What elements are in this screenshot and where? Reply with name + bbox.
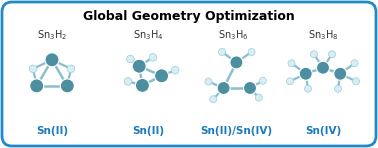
FancyBboxPatch shape [2, 2, 376, 146]
Text: Sn(II)/Sn(IV): Sn(II)/Sn(IV) [200, 126, 272, 136]
Text: Sn(IV): Sn(IV) [305, 126, 341, 136]
Circle shape [259, 77, 266, 84]
Circle shape [316, 61, 330, 74]
Circle shape [149, 54, 156, 61]
Circle shape [67, 65, 75, 73]
Circle shape [210, 96, 217, 103]
Text: Global Geometry Optimization: Global Geometry Optimization [83, 10, 295, 23]
Circle shape [243, 82, 257, 95]
Text: Sn(II): Sn(II) [36, 126, 68, 136]
Circle shape [155, 69, 169, 83]
Circle shape [299, 67, 312, 80]
Text: Sn$_3$H$_8$: Sn$_3$H$_8$ [308, 28, 338, 42]
Circle shape [334, 67, 347, 80]
Circle shape [255, 94, 262, 101]
Circle shape [205, 78, 212, 85]
Circle shape [132, 59, 146, 73]
Circle shape [218, 49, 226, 56]
Circle shape [124, 78, 132, 85]
Circle shape [328, 51, 336, 58]
Text: Sn(II): Sn(II) [132, 126, 164, 136]
Circle shape [248, 49, 255, 56]
Circle shape [310, 51, 318, 58]
Circle shape [335, 85, 341, 92]
Circle shape [230, 56, 243, 69]
Text: Sn$_3$H$_4$: Sn$_3$H$_4$ [133, 28, 163, 42]
Circle shape [305, 85, 311, 92]
Circle shape [287, 78, 293, 85]
Circle shape [29, 65, 37, 73]
Circle shape [217, 82, 230, 95]
Circle shape [30, 79, 44, 93]
Text: Sn$_3$H$_2$: Sn$_3$H$_2$ [37, 28, 67, 42]
Text: Sn$_3$H$_6$: Sn$_3$H$_6$ [218, 28, 248, 42]
Circle shape [288, 60, 295, 67]
Circle shape [45, 53, 59, 67]
Circle shape [135, 78, 149, 92]
Circle shape [353, 78, 359, 85]
Circle shape [127, 55, 134, 63]
Circle shape [351, 60, 358, 67]
Circle shape [171, 66, 179, 74]
Circle shape [60, 79, 74, 93]
